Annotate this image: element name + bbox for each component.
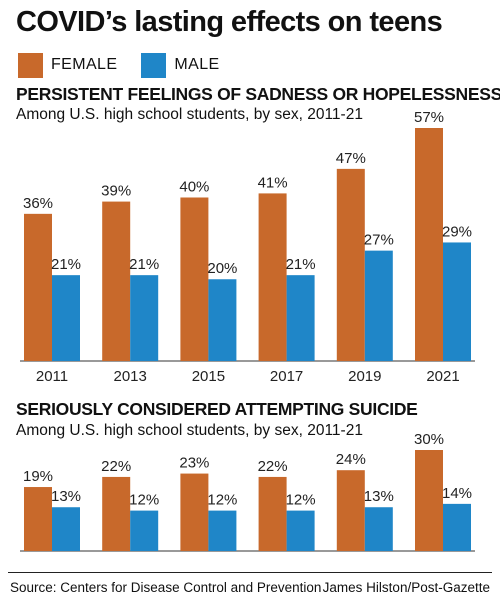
bar-female-2015: [180, 473, 209, 551]
bar-female-2017: [258, 476, 287, 551]
bar-female-2015: [180, 197, 209, 361]
chart-1-subtitle: Among U.S. high school students, by sex,…: [16, 106, 363, 123]
data-label-female-2021: 30%: [414, 431, 444, 448]
source-note: Source: Centers for Disease Control and …: [10, 580, 322, 595]
data-label-female-2015: 40%: [179, 178, 209, 195]
chart-2-subtitle: Among U.S. high school students, by sex,…: [16, 422, 363, 439]
bar-female-2021: [415, 128, 443, 361]
x-tick-label-2015: 2015: [192, 368, 225, 385]
x-tick-label-2013: 2013: [114, 368, 147, 385]
bar-female-2011: [24, 487, 52, 551]
data-label-male-2019: 27%: [364, 232, 394, 249]
data-label-female-2019: 24%: [336, 451, 366, 468]
bar-male-2019: [364, 250, 393, 361]
data-label-male-2019: 13%: [364, 488, 394, 505]
x-tick-label-2017: 2017: [270, 368, 303, 385]
suicide-bar-chart: 19% 13% 22% 12% 23% 12% 22% 12% 24% 13% 30% 14%: [20, 431, 475, 552]
legend-item-female: FEMALE: [18, 52, 118, 78]
data-label-male-2011: 13%: [51, 488, 81, 505]
bar-female-2021: [415, 450, 443, 551]
bar-male-2017: [286, 510, 315, 551]
x-tick-label-2011: 2011: [36, 368, 68, 385]
data-label-male-2013: 21%: [129, 256, 159, 273]
footer: Source: Centers for Disease Control and …: [0, 572, 500, 601]
data-label-female-2019: 47%: [336, 150, 366, 167]
legend: FEMALE MALE: [18, 52, 244, 78]
bar-female-2013: [102, 476, 131, 551]
bar-female-2017: [258, 193, 287, 361]
legend-swatch-male: [141, 52, 167, 78]
credit-note: James Hilston/Post-Gazette: [322, 580, 490, 595]
bar-female-2019: [336, 470, 365, 551]
data-label-male-2013: 12%: [129, 492, 159, 509]
data-label-male-2021: 14%: [442, 485, 472, 502]
data-label-female-2015: 23%: [179, 455, 209, 472]
bar-male-2019: [364, 507, 393, 551]
bar-male-2015: [208, 510, 237, 551]
data-label-female-2011: 19%: [23, 468, 53, 485]
bar-male-2011: [52, 507, 80, 551]
legend-item-male: MALE: [141, 52, 220, 78]
data-label-male-2015: 12%: [207, 492, 237, 509]
data-label-female-2017: 41%: [258, 174, 288, 191]
bar-male-2013: [130, 510, 159, 551]
footer-divider: [8, 572, 492, 573]
chart-title: COVID’s lasting effects on teens: [16, 6, 443, 38]
bar-male-2011: [52, 275, 80, 361]
chart-1-title: PERSISTENT FEELINGS OF SADNESS OR HOPELE…: [16, 84, 500, 104]
legend-label-female: FEMALE: [51, 56, 118, 73]
bar-male-2021: [443, 242, 471, 361]
bar-female-2011: [24, 213, 52, 361]
data-label-male-2011: 21%: [51, 256, 81, 273]
x-tick-label-2019: 2019: [348, 368, 381, 385]
bar-male-2017: [286, 275, 315, 361]
data-label-female-2011: 36%: [23, 195, 53, 212]
legend-swatch-female: [18, 52, 43, 78]
x-tick-label-2021: 2021: [426, 368, 459, 385]
bar-male-2021: [443, 503, 471, 551]
data-label-female-2013: 39%: [101, 183, 131, 200]
bar-female-2013: [102, 201, 131, 361]
data-label-male-2015: 20%: [207, 260, 237, 277]
data-label-male-2017: 12%: [286, 492, 316, 509]
data-label-male-2021: 29%: [442, 223, 472, 240]
sadness-bar-chart: 36% 21% 2011 39% 21% 2013 40% 20% 2015 41% 21% 2017…: [20, 109, 475, 385]
legend-label-male: MALE: [174, 56, 220, 73]
data-label-female-2013: 22%: [101, 458, 131, 475]
bar-male-2013: [130, 275, 159, 361]
data-label-male-2017: 21%: [286, 256, 316, 273]
bar-male-2015: [208, 279, 237, 361]
bar-female-2019: [336, 168, 365, 361]
chart-2-title: SERIOUSLY CONSIDERED ATTEMPTING SUICIDE: [16, 399, 418, 419]
data-label-female-2021: 57%: [414, 109, 444, 126]
data-label-female-2017: 22%: [258, 458, 288, 475]
